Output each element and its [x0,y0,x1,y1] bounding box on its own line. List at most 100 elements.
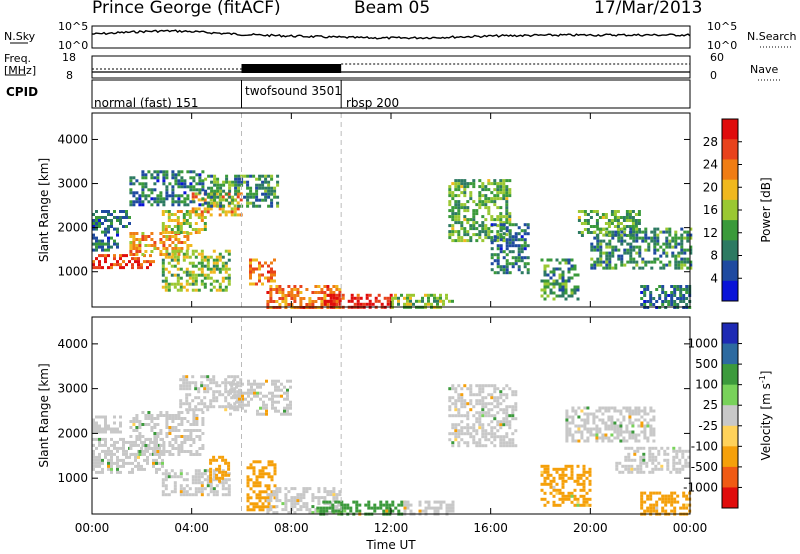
scatter-cell [593,245,597,249]
scatter-cell [227,282,231,286]
scatter-cell [653,251,657,255]
scatter-cell [353,296,357,300]
scatter-cell [654,455,658,459]
scatter-cell [496,405,500,409]
scatter-cell [499,206,503,210]
scatter-cell [116,464,119,468]
scatter-cell [338,288,342,291]
scatter-cell [641,236,645,240]
scatter-cell [499,244,503,248]
scatter-cell [496,271,500,275]
scatter-cell [637,418,641,422]
scatter-cell [203,478,207,482]
x-tick-label: 20:00 [573,521,608,535]
scatter-cell [616,228,620,231]
scatter-cell [505,197,509,201]
scatter-cell [188,255,192,259]
scatter-cell [238,391,241,395]
scatter-cell [246,174,250,178]
scatter-cell [662,230,666,234]
scatter-cell [546,464,550,468]
scatter-cell [180,247,184,250]
scatter-cell [681,464,685,468]
scatter-cell [634,225,638,228]
scatter-cell [350,296,354,300]
scatter-cell [582,467,586,471]
scatter-cell [206,387,210,391]
scatter-cell [595,225,599,228]
nsky-tick-top: 10^5 [58,20,89,33]
scatter-cell [445,509,449,513]
scatter-cell [159,170,163,174]
scatter-cell [514,390,518,394]
scatter-cell [267,174,271,178]
scatter-cell [602,260,606,264]
scatter-cell [212,490,216,494]
scatter-cell [152,464,155,468]
scatter-cell [652,509,656,513]
scatter-cell [620,260,624,264]
scatter-cell [119,254,122,258]
scatter-cell [185,222,189,225]
scatter-cell [684,464,688,468]
scatter-cell [604,406,608,410]
scatter-cell [632,260,636,264]
scatter-cell [224,267,228,271]
scatter-cell [212,399,216,403]
scatter-cell [590,266,594,270]
scatter-cell [161,478,165,482]
scatter-cell [472,224,476,228]
scatter-cell [672,467,676,471]
scatter-cell [511,414,515,418]
scatter-cell [230,375,234,379]
scatter-cell [162,441,166,444]
scatter-cell [311,505,315,509]
scatter-cell [646,497,650,501]
scatter-cell [656,248,660,252]
scatter-cell [677,242,681,246]
scatter-cell [119,464,122,468]
scatter-cell [629,248,633,252]
scatter-cell [143,260,146,264]
scatter-cell [231,180,235,184]
scatter-cell [168,432,172,435]
scatter-cell [144,185,148,189]
scatter-cell [451,191,455,195]
scatter-cell [171,250,175,253]
scatter-cell [236,192,240,196]
scatter-cell [496,420,500,424]
scatter-cell [135,420,139,423]
scatter-cell [580,424,584,428]
scatter-cell [176,258,180,262]
scatter-cell [648,458,652,462]
scatter-cell [463,203,467,207]
scatter-cell [343,506,347,510]
scatter-cell [95,216,98,219]
scatter-cell [460,224,464,228]
scatter-cell [182,219,186,222]
scatter-cell [107,464,110,468]
scatter-cell [170,475,174,479]
scatter-cell [277,379,280,383]
scatter-cell [628,406,632,410]
scatter-cell [403,509,407,513]
scatter-cell [299,291,303,294]
scatter-cell [92,263,95,267]
scatter-cell [233,375,237,379]
scatter-cell [203,273,207,277]
scatter-cell [571,421,575,425]
scatter-cell [599,245,603,249]
scatter-cell [365,296,369,300]
scatter-cell [328,500,332,504]
scatter-cell [221,267,225,271]
scatter-cell [153,197,157,201]
scatter-cell [490,215,494,219]
scatter-cell [185,219,189,222]
scatter-cell [409,296,412,300]
scatter-cell [273,484,277,488]
scatter-cell [552,479,556,483]
scatter-cell [499,426,503,430]
scatter-cell [567,261,571,265]
scatter-cell [475,239,479,243]
scatter-cell [200,472,204,476]
